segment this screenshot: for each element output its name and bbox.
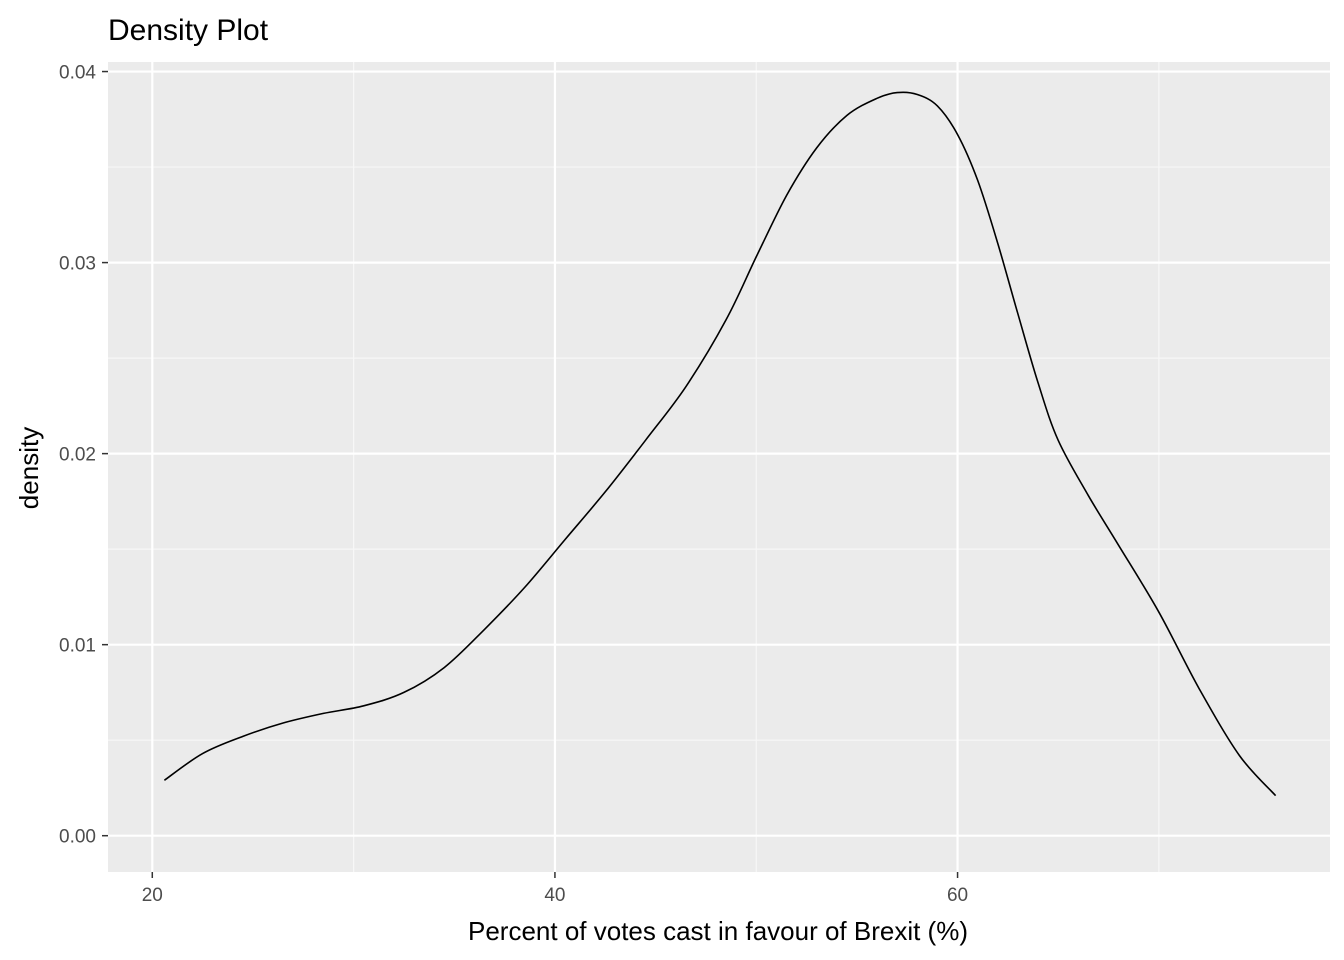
x-axis-label: Percent of votes cast in favour of Brexi… [468, 916, 968, 946]
plot-panel [108, 62, 1330, 872]
x-tick-label: 40 [544, 885, 565, 906]
x-tick-label: 20 [142, 885, 163, 906]
series-layer [163, 91, 1277, 797]
x-axis: 20 40 60 [142, 872, 968, 906]
x-tick-label: 60 [947, 885, 968, 906]
y-axis-label: density [14, 427, 44, 509]
y-tick-label: 0.01 [59, 636, 96, 657]
y-tick-label: 0.04 [59, 63, 96, 84]
chart-title: Density Plot [108, 14, 269, 47]
major-grid [108, 62, 1330, 872]
density-curve [163, 91, 1277, 797]
y-tick-label: 0.03 [59, 254, 96, 275]
y-axis: 0.00 0.01 0.02 0.03 0.04 [59, 63, 108, 848]
y-tick-label: 0.02 [59, 445, 96, 466]
y-tick-label: 0.00 [59, 827, 96, 848]
minor-grid [108, 62, 1330, 872]
